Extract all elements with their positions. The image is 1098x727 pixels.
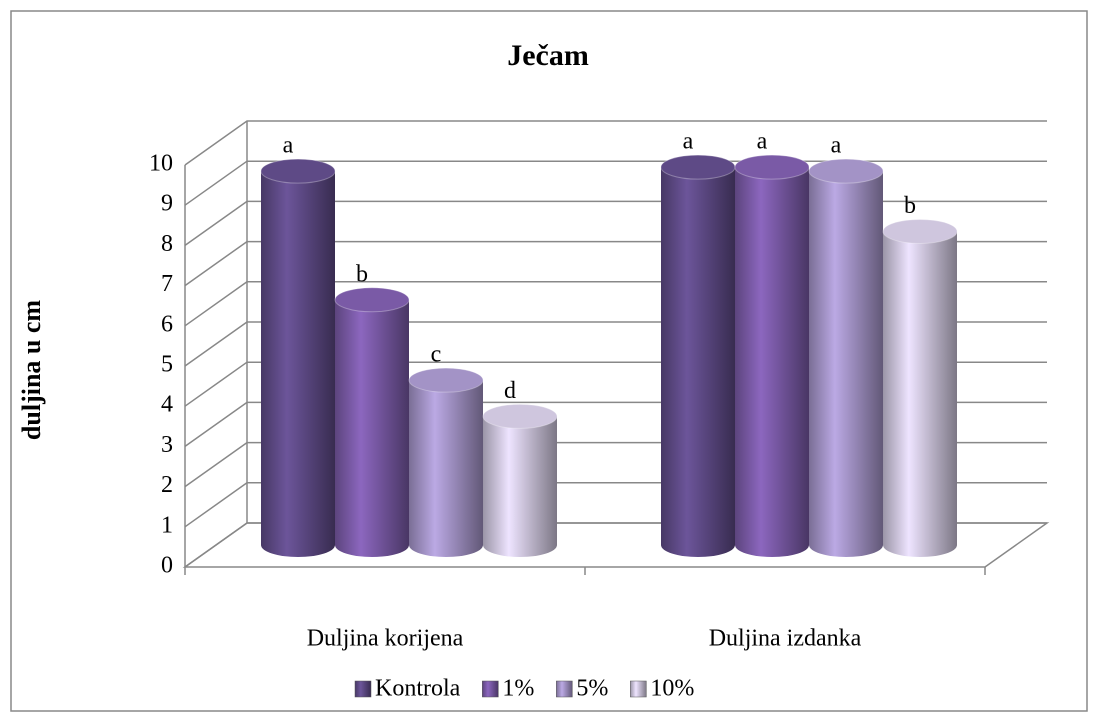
grid-line — [184, 120, 1047, 166]
y-tick-label: 4 — [161, 392, 173, 418]
bar — [809, 171, 883, 557]
legend-swatch — [630, 680, 647, 698]
data-label: a — [683, 129, 694, 155]
x-tick-label: Duljina korijena — [307, 626, 464, 652]
bar-top — [482, 403, 558, 429]
bar-top — [334, 287, 410, 313]
data-label: c — [431, 342, 442, 368]
bar — [409, 380, 483, 557]
y-tick-label: 7 — [161, 271, 173, 297]
bar-top — [882, 218, 958, 244]
data-label: a — [831, 133, 842, 159]
y-tick-label: 3 — [161, 432, 173, 458]
y-tick-label: 2 — [161, 472, 173, 498]
x-tick-label: Duljina izdanka — [709, 626, 862, 652]
y-axis-label: duljina u cm — [17, 300, 46, 440]
y-tick-label: 8 — [161, 231, 173, 257]
y-tick-label: 1 — [161, 512, 173, 538]
legend-swatch — [482, 680, 499, 698]
data-label: b — [356, 261, 368, 287]
data-label: a — [283, 133, 294, 159]
chart-title: Ječam — [507, 39, 589, 72]
y-tick-label: 9 — [161, 191, 173, 217]
bar-top — [734, 154, 810, 180]
bar-top — [260, 158, 336, 184]
bar-top — [808, 158, 884, 184]
bar — [335, 299, 409, 557]
bar-top — [660, 154, 736, 180]
y-tick-label: 5 — [161, 352, 173, 378]
y-tick-label: 10 — [149, 151, 173, 177]
legend-label: 5% — [576, 676, 608, 702]
data-label: d — [504, 378, 516, 404]
y-tick-label: 6 — [161, 311, 173, 337]
data-label: b — [904, 193, 916, 219]
bar — [735, 167, 809, 557]
legend-label: 10% — [650, 676, 694, 702]
legend-swatch — [354, 680, 372, 698]
bar — [483, 416, 557, 557]
bar — [661, 167, 735, 557]
legend-swatch — [556, 680, 573, 698]
bar-top — [408, 367, 484, 393]
legend-label: 1% — [502, 676, 534, 702]
data-label: a — [757, 129, 768, 155]
bar — [883, 231, 957, 557]
bar — [261, 171, 335, 557]
y-tick-label: 0 — [161, 553, 173, 579]
legend-label: Kontrola — [375, 676, 461, 702]
